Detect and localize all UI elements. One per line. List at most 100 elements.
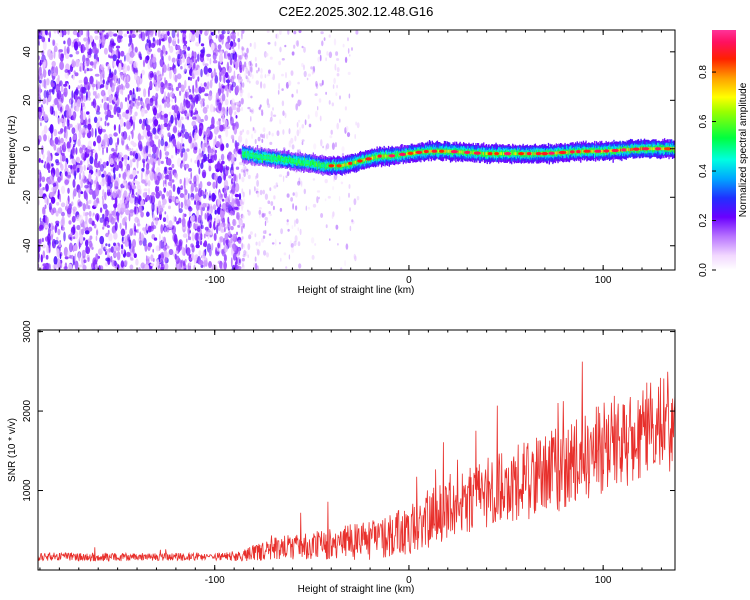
spectrogram-cell xyxy=(228,230,231,236)
spectrogram-cell xyxy=(136,86,139,93)
spectrogram-cell xyxy=(321,164,323,168)
spectrogram-cell xyxy=(40,73,43,80)
spectrogram-cell xyxy=(253,153,255,162)
spectrogram-cell xyxy=(146,103,150,111)
spectrogram-cell xyxy=(197,76,200,82)
spectrogram-cell xyxy=(304,161,307,164)
spectrogram-cell xyxy=(447,149,449,153)
spectrogram-cell xyxy=(174,95,177,104)
spectrogram-cell xyxy=(499,152,501,156)
spectrogram-cell xyxy=(83,164,86,171)
spectrogram-cell xyxy=(226,152,232,161)
spectrogram-cell xyxy=(230,210,234,216)
spectrogram-cell xyxy=(162,124,165,130)
spectrogram-cell xyxy=(220,217,223,222)
spectrogram-cell xyxy=(516,152,518,156)
spectrogram-cell xyxy=(220,223,224,232)
spectrogram-cell xyxy=(215,214,220,224)
spectrogram-cell xyxy=(204,212,207,220)
spectrogram-cell xyxy=(297,241,301,247)
spectrogram-cell xyxy=(315,83,319,89)
spectrogram-cell xyxy=(225,226,228,230)
spectrogram-cell xyxy=(414,151,416,155)
spectrogram-cell xyxy=(102,30,105,33)
spectrogram-cell xyxy=(106,186,111,190)
spectrogram-cell xyxy=(243,152,245,156)
spectrogram-cell xyxy=(241,242,244,250)
spectrogram-cell xyxy=(53,49,56,59)
spectrogram-cell xyxy=(397,153,399,162)
spectrogram-cell xyxy=(525,152,528,156)
spectrogram-cell xyxy=(103,47,108,55)
spectrogram-cell xyxy=(232,49,236,54)
spectrogram-cell xyxy=(114,186,119,190)
spectrogram-cell xyxy=(189,257,193,261)
spectrogram-cell xyxy=(48,169,51,173)
spectrogram-cell xyxy=(92,98,97,109)
spectrogram-cell xyxy=(154,74,157,81)
spectrogram-cell xyxy=(50,196,56,204)
spectrogram-cell xyxy=(155,92,159,100)
spectrogram-cell xyxy=(150,203,153,212)
spectrogram-cell xyxy=(228,175,232,179)
spectrogram-cell xyxy=(307,114,310,120)
spectrogram-cell xyxy=(280,257,282,262)
spectrogram-cell xyxy=(532,152,535,156)
spectrogram-cell xyxy=(299,160,301,167)
spectrogram-cell xyxy=(149,80,153,90)
spectrogram-cell xyxy=(158,205,163,215)
spectrogram-cell xyxy=(257,265,259,270)
spectrogram-cell xyxy=(574,150,577,154)
spectrogram-cell xyxy=(155,245,160,252)
spectrogram-cell xyxy=(145,124,151,132)
spectrogram-cell xyxy=(449,149,451,153)
spectrogram-cell xyxy=(291,247,295,254)
spectrogram-cell xyxy=(159,129,164,138)
spectrogram-cell xyxy=(290,159,292,163)
spectrogram-cell xyxy=(253,129,257,134)
spectrogram-cell xyxy=(84,212,88,217)
spectrogram-cell xyxy=(492,152,494,156)
spectrogram-cell xyxy=(141,69,145,76)
spectrogram-cell xyxy=(310,161,312,165)
spectrogram-cell xyxy=(181,137,184,145)
spectrogram-cell xyxy=(339,118,341,123)
spectrogram-cell xyxy=(304,157,306,163)
spectrogram-cell xyxy=(44,224,49,229)
spectrogram-cell xyxy=(46,197,49,206)
spectrogram-cell xyxy=(44,204,47,209)
spectrogram-cell xyxy=(138,118,143,125)
spectrogram-cell xyxy=(296,40,300,47)
spectrogram-cell xyxy=(266,74,269,77)
spectrogram-cell xyxy=(189,236,192,241)
spectrogram-cell xyxy=(82,132,86,138)
spectrogram-cell xyxy=(332,161,335,167)
spectrogram-cell xyxy=(220,153,225,161)
spectrogram-cell xyxy=(269,119,273,123)
spectrogram-cell xyxy=(133,180,138,184)
spectrogram-cell xyxy=(187,46,191,51)
spectrogram-cell xyxy=(395,153,397,157)
spectrogram-cell xyxy=(53,66,56,74)
spectrogram-cell xyxy=(311,71,315,74)
spectrogram-cell xyxy=(54,97,58,106)
spectrogram-cell xyxy=(288,128,291,135)
spectrogram-cell xyxy=(160,138,165,147)
spectrogram-cell xyxy=(176,141,181,150)
spectrogram-cell xyxy=(76,224,81,231)
spectrogram-cell xyxy=(238,73,242,84)
spectrogram-cell xyxy=(41,244,46,249)
spectrogram-cell xyxy=(293,240,297,247)
spectrogram-cell xyxy=(406,152,408,156)
spectrogram-cell xyxy=(433,144,435,153)
spectrogram-cell xyxy=(97,160,101,168)
spectrogram-cell xyxy=(212,181,216,189)
spectrogram-cell xyxy=(252,127,255,131)
spectrogram-cell xyxy=(104,120,107,127)
spectrogram-cell xyxy=(69,136,72,144)
spectrogram-cell xyxy=(232,123,235,131)
spectrogram-cell xyxy=(322,145,324,149)
spectrogram-cell xyxy=(233,235,236,243)
spectrogram-cell xyxy=(194,134,199,140)
